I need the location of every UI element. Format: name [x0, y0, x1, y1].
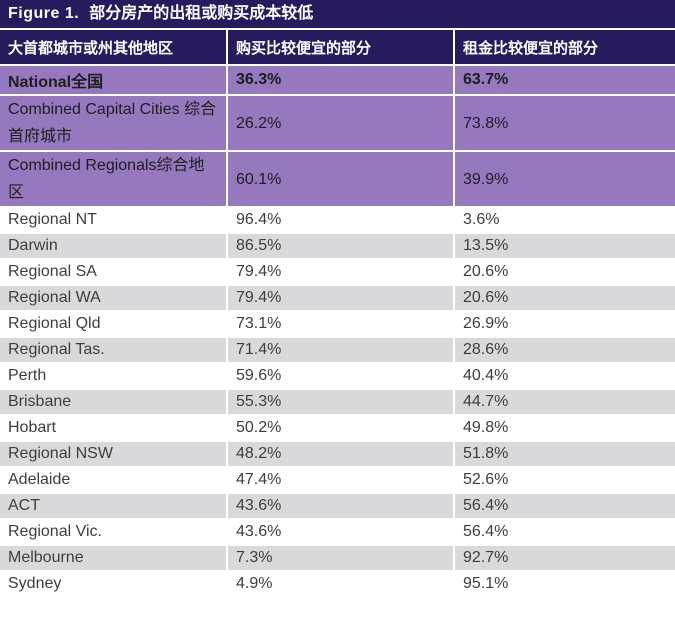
- cell-region: National全国: [0, 66, 228, 96]
- cell-buy-share: 79.4%: [228, 260, 455, 286]
- cell-region: Hobart: [0, 416, 228, 442]
- figure-title: 部分房产的出租或购买成本较低: [89, 5, 314, 22]
- cell-buy-share: 73.1%: [228, 312, 455, 338]
- figure-label: Figure 1.: [8, 5, 80, 22]
- cell-rent-share: 20.6%: [455, 286, 675, 312]
- cell-region: Adelaide: [0, 468, 228, 494]
- cell-rent-share: 51.8%: [455, 442, 675, 468]
- table-row: Combined Regionals综合地区 60.1% 39.9%: [0, 152, 675, 208]
- col-header-rent-cheaper: 租金比较便宜的部分: [455, 30, 675, 66]
- cell-buy-share: 4.9%: [228, 572, 455, 598]
- cell-rent-share: 13.5%: [455, 234, 675, 260]
- cell-rent-share: 39.9%: [455, 152, 675, 208]
- cell-region: Sydney: [0, 572, 228, 598]
- cell-region: Melbourne: [0, 546, 228, 572]
- cell-buy-share: 50.2%: [228, 416, 455, 442]
- table-body: National全国 36.3% 63.7% Combined Capital Cit…: [0, 66, 675, 598]
- cell-region: Regional Qld: [0, 312, 228, 338]
- cell-rent-share: 56.4%: [455, 494, 675, 520]
- table-row: Regional Tas. 71.4% 28.6%: [0, 338, 675, 364]
- table-row: Darwin 86.5% 13.5%: [0, 234, 675, 260]
- cell-rent-share: 52.6%: [455, 468, 675, 494]
- table-row: Regional Vic. 43.6% 56.4%: [0, 520, 675, 546]
- cell-buy-share: 96.4%: [228, 208, 455, 234]
- table-row: Brisbane 55.3% 44.7%: [0, 390, 675, 416]
- table-row: ACT 43.6% 56.4%: [0, 494, 675, 520]
- table-row: Regional NT 96.4% 3.6%: [0, 208, 675, 234]
- cell-region: Perth: [0, 364, 228, 390]
- table-row: Hobart 50.2% 49.8%: [0, 416, 675, 442]
- cell-region: Regional NT: [0, 208, 228, 234]
- table-row: Perth 59.6% 40.4%: [0, 364, 675, 390]
- cell-buy-share: 7.3%: [228, 546, 455, 572]
- cell-rent-share: 73.8%: [455, 96, 675, 152]
- cell-region: Regional SA: [0, 260, 228, 286]
- table-row: Regional NSW 48.2% 51.8%: [0, 442, 675, 468]
- cell-rent-share: 40.4%: [455, 364, 675, 390]
- cell-rent-share: 92.7%: [455, 546, 675, 572]
- cell-buy-share: 79.4%: [228, 286, 455, 312]
- table-row: Adelaide 47.4% 52.6%: [0, 468, 675, 494]
- cell-rent-share: 20.6%: [455, 260, 675, 286]
- cell-buy-share: 43.6%: [228, 494, 455, 520]
- cell-buy-share: 48.2%: [228, 442, 455, 468]
- cell-region: Regional Tas.: [0, 338, 228, 364]
- table-row: Sydney 4.9% 95.1%: [0, 572, 675, 598]
- cell-buy-share: 36.3%: [228, 66, 455, 96]
- data-table: 大首都城市或州其他地区 购买比较便宜的部分 租金比较便宜的部分 National…: [0, 30, 675, 598]
- cell-rent-share: 28.6%: [455, 338, 675, 364]
- table-row: Regional WA 79.4% 20.6%: [0, 286, 675, 312]
- cell-region: Regional NSW: [0, 442, 228, 468]
- table-row: National全国 36.3% 63.7%: [0, 66, 675, 96]
- table-row: Combined Capital Cities 综合首府城市 26.2% 73.8%: [0, 96, 675, 152]
- cell-region: ACT: [0, 494, 228, 520]
- cell-rent-share: 49.8%: [455, 416, 675, 442]
- cell-region: Regional WA: [0, 286, 228, 312]
- col-header-buy-cheaper: 购买比较便宜的部分: [228, 30, 455, 66]
- table-row: Melbourne 7.3% 92.7%: [0, 546, 675, 572]
- cell-buy-share: 86.5%: [228, 234, 455, 260]
- cell-buy-share: 43.6%: [228, 520, 455, 546]
- col-header-region: 大首都城市或州其他地区: [0, 30, 228, 66]
- cell-buy-share: 47.4%: [228, 468, 455, 494]
- cell-rent-share: 63.7%: [455, 66, 675, 96]
- cell-region: Darwin: [0, 234, 228, 260]
- cell-rent-share: 44.7%: [455, 390, 675, 416]
- cell-rent-share: 95.1%: [455, 572, 675, 598]
- cell-region: Brisbane: [0, 390, 228, 416]
- table-row: Regional SA 79.4% 20.6%: [0, 260, 675, 286]
- cell-buy-share: 26.2%: [228, 96, 455, 152]
- cell-buy-share: 71.4%: [228, 338, 455, 364]
- cell-rent-share: 56.4%: [455, 520, 675, 546]
- cell-rent-share: 3.6%: [455, 208, 675, 234]
- table-row: Regional Qld 73.1% 26.9%: [0, 312, 675, 338]
- cell-buy-share: 60.1%: [228, 152, 455, 208]
- title-bar: Figure 1. 部分房产的出租或购买成本较低: [0, 0, 675, 30]
- cell-region: Regional Vic.: [0, 520, 228, 546]
- header-row: 大首都城市或州其他地区 购买比较便宜的部分 租金比较便宜的部分: [0, 30, 675, 66]
- cell-buy-share: 59.6%: [228, 364, 455, 390]
- cell-region: Combined Capital Cities 综合首府城市: [0, 96, 228, 152]
- cell-buy-share: 55.3%: [228, 390, 455, 416]
- cell-region: Combined Regionals综合地区: [0, 152, 228, 208]
- cell-rent-share: 26.9%: [455, 312, 675, 338]
